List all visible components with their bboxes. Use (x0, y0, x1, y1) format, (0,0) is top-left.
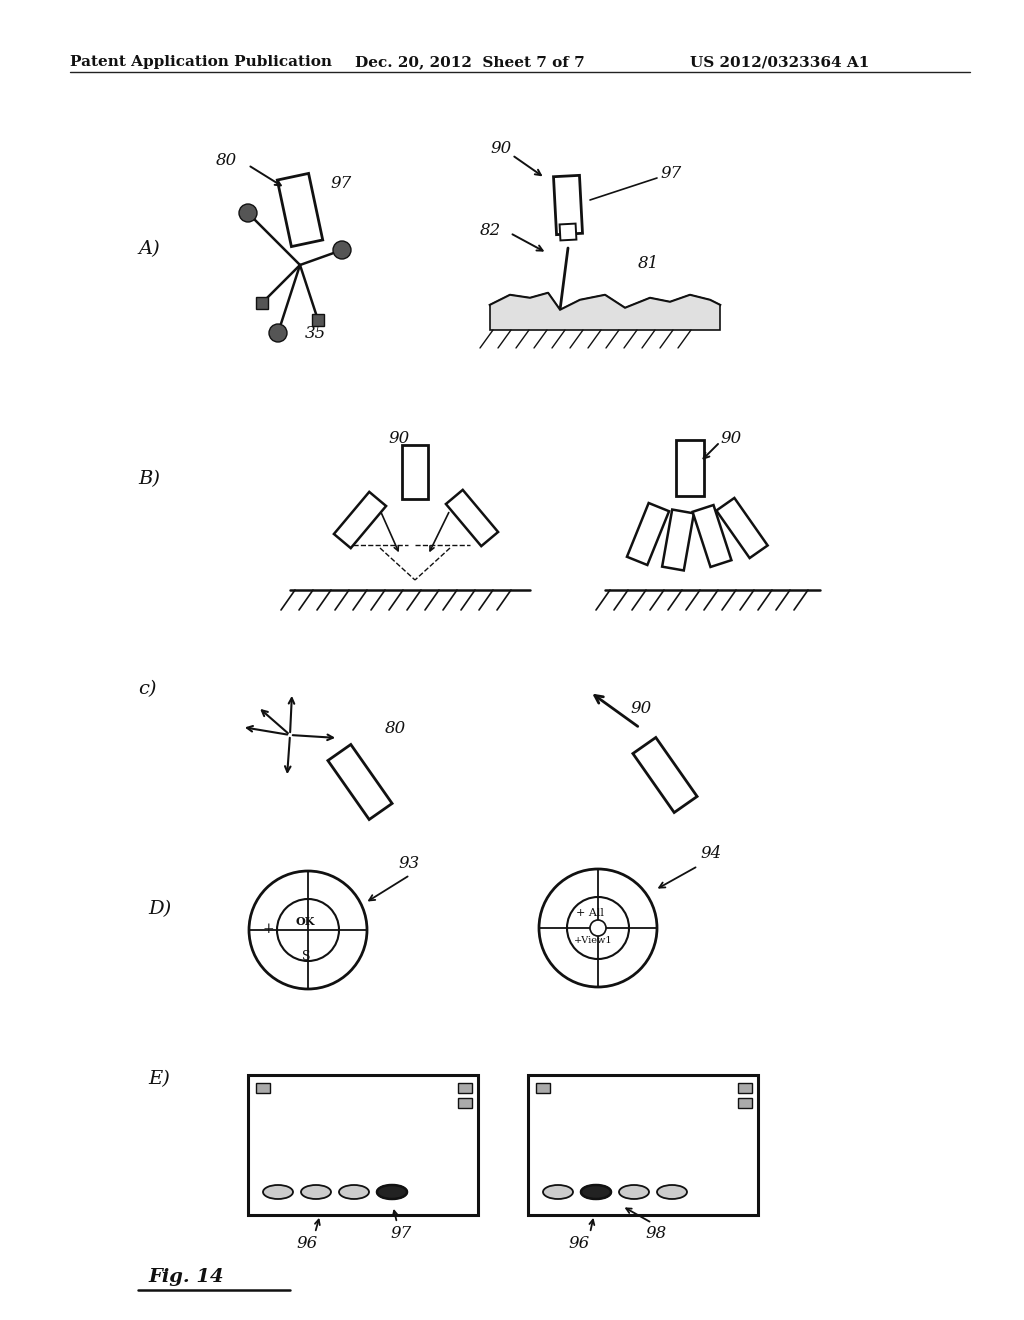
Text: 35: 35 (305, 325, 327, 342)
Text: 90: 90 (388, 430, 410, 447)
Bar (445, 490, 498, 546)
Text: 93: 93 (398, 855, 419, 873)
Text: E): E) (148, 1071, 170, 1088)
Bar (633, 738, 697, 813)
Text: 81: 81 (638, 255, 659, 272)
Bar (738, 1082, 752, 1093)
Text: 96: 96 (296, 1236, 317, 1251)
Text: OK: OK (296, 916, 315, 927)
Bar (717, 498, 768, 558)
Text: 98: 98 (645, 1225, 667, 1242)
Circle shape (269, 323, 287, 342)
Ellipse shape (618, 1185, 649, 1199)
Polygon shape (490, 293, 720, 330)
Ellipse shape (581, 1185, 611, 1199)
Bar (559, 223, 577, 240)
Bar (663, 510, 694, 570)
Text: +View1: +View1 (574, 936, 612, 945)
Text: 90: 90 (490, 140, 511, 157)
Text: 80: 80 (216, 152, 238, 169)
Text: 90: 90 (720, 430, 741, 447)
Bar (278, 173, 323, 247)
Text: A): A) (138, 240, 160, 257)
Bar (738, 1098, 752, 1107)
Text: D): D) (148, 900, 171, 917)
Bar (536, 1082, 550, 1093)
Text: Dec. 20, 2012  Sheet 7 of 7: Dec. 20, 2012 Sheet 7 of 7 (355, 55, 585, 69)
Ellipse shape (339, 1185, 369, 1199)
Ellipse shape (657, 1185, 687, 1199)
Text: +: + (262, 921, 273, 936)
Ellipse shape (301, 1185, 331, 1199)
Bar (312, 314, 324, 326)
Text: 96: 96 (568, 1236, 589, 1251)
Bar (328, 744, 392, 820)
Text: 97: 97 (660, 165, 681, 182)
Bar (256, 1082, 270, 1093)
Bar (256, 297, 268, 309)
Text: Patent Application Publication: Patent Application Publication (70, 55, 332, 69)
Text: US 2012/0323364 A1: US 2012/0323364 A1 (690, 55, 869, 69)
Bar (676, 440, 705, 496)
Ellipse shape (377, 1185, 407, 1199)
Text: 94: 94 (700, 845, 721, 862)
Circle shape (590, 920, 606, 936)
Ellipse shape (543, 1185, 573, 1199)
Ellipse shape (581, 1185, 611, 1199)
Text: B): B) (138, 470, 160, 488)
Text: 82: 82 (480, 222, 502, 239)
Text: + All: + All (575, 908, 604, 917)
Circle shape (333, 242, 351, 259)
Ellipse shape (263, 1185, 293, 1199)
Bar (528, 1074, 758, 1214)
Text: 97: 97 (330, 176, 351, 191)
Bar (458, 1082, 472, 1093)
Bar (458, 1098, 472, 1107)
Bar (402, 445, 428, 499)
Text: c): c) (138, 680, 157, 698)
Text: Fig. 14: Fig. 14 (148, 1269, 223, 1286)
Bar (692, 506, 731, 568)
Bar (248, 1074, 478, 1214)
Circle shape (239, 205, 257, 222)
Text: 90: 90 (630, 700, 651, 717)
Text: 80: 80 (385, 719, 407, 737)
Text: 97: 97 (390, 1225, 412, 1242)
Bar (627, 503, 669, 565)
Bar (554, 176, 583, 235)
Ellipse shape (377, 1185, 407, 1199)
Text: S: S (302, 950, 310, 964)
Bar (334, 492, 386, 548)
